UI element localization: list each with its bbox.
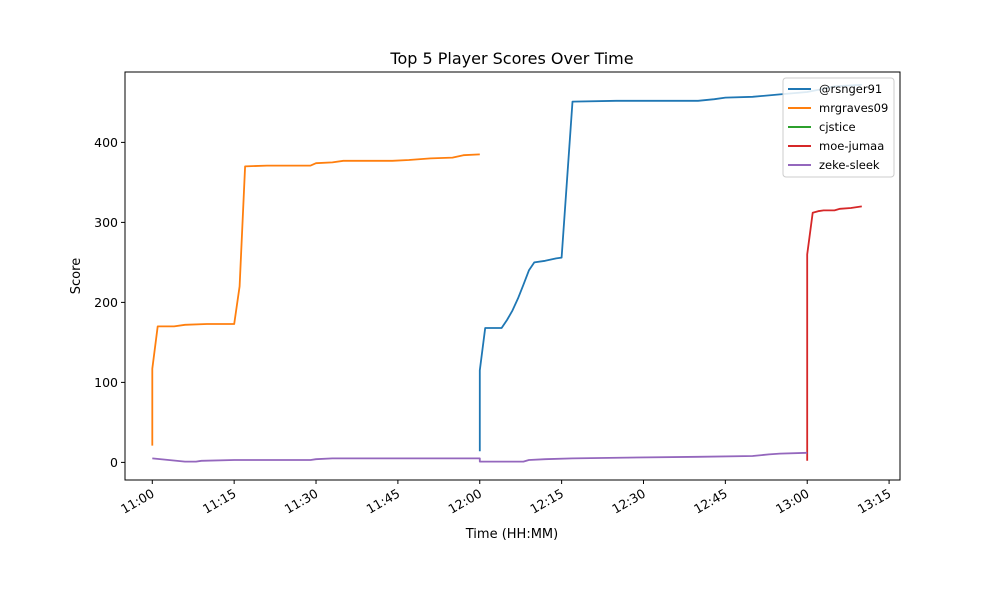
x-axis-title: Time (HH:MM) [465,527,558,542]
series-layer [151,83,862,463]
legend-label: mrgraves09 [819,101,888,115]
legend: @rsnger91 mrgraves09 cjstice moe-jumaa zeke-… [782,77,895,178]
series-line-0 [478,83,862,452]
plot-area [124,71,901,481]
legend-label: zeke-sleek [819,158,880,172]
legend-label: cjstice [819,120,856,134]
y-tick-label: 400 [94,135,118,150]
series-line-1 [151,153,480,446]
y-tick-label: 0 [110,455,118,470]
legend-box [782,77,895,178]
chart-title: Top 5 Player Scores Over Time [389,49,633,68]
y-tick-label: 300 [94,215,118,230]
series-line-4 [152,451,808,463]
y-axis-title: Score [69,258,84,294]
series-line-3 [806,205,862,461]
y-axis: 0 100 200 300 400 [94,135,125,470]
legend-label: moe-jumaa [819,139,884,153]
y-tick-label: 200 [94,295,118,310]
legend-label: @rsnger91 [819,82,882,96]
y-tick-label: 100 [94,375,118,390]
